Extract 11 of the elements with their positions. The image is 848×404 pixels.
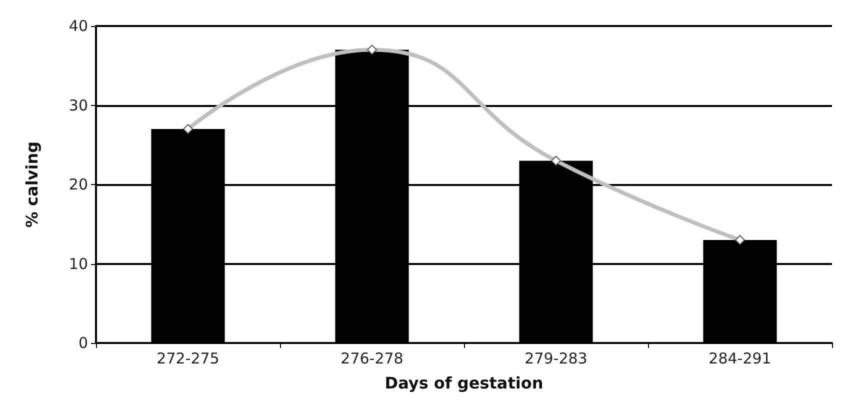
x-tick-label: 279-283 [524,350,588,368]
y-tick-label: 0 [78,334,88,352]
y-tick-label: 10 [68,254,88,273]
y-tick-label: 30 [68,96,88,114]
x-axis-title: Days of gestation [384,374,544,392]
y-tick-label: 40 [68,17,88,35]
y-tick-label: 20 [68,176,88,194]
x-tick-label: 272-275 [156,350,220,368]
x-tick-label: 284-291 [708,350,772,368]
y-axis-title: % calving [22,141,42,228]
x-tick-label: 276-278 [340,350,404,368]
